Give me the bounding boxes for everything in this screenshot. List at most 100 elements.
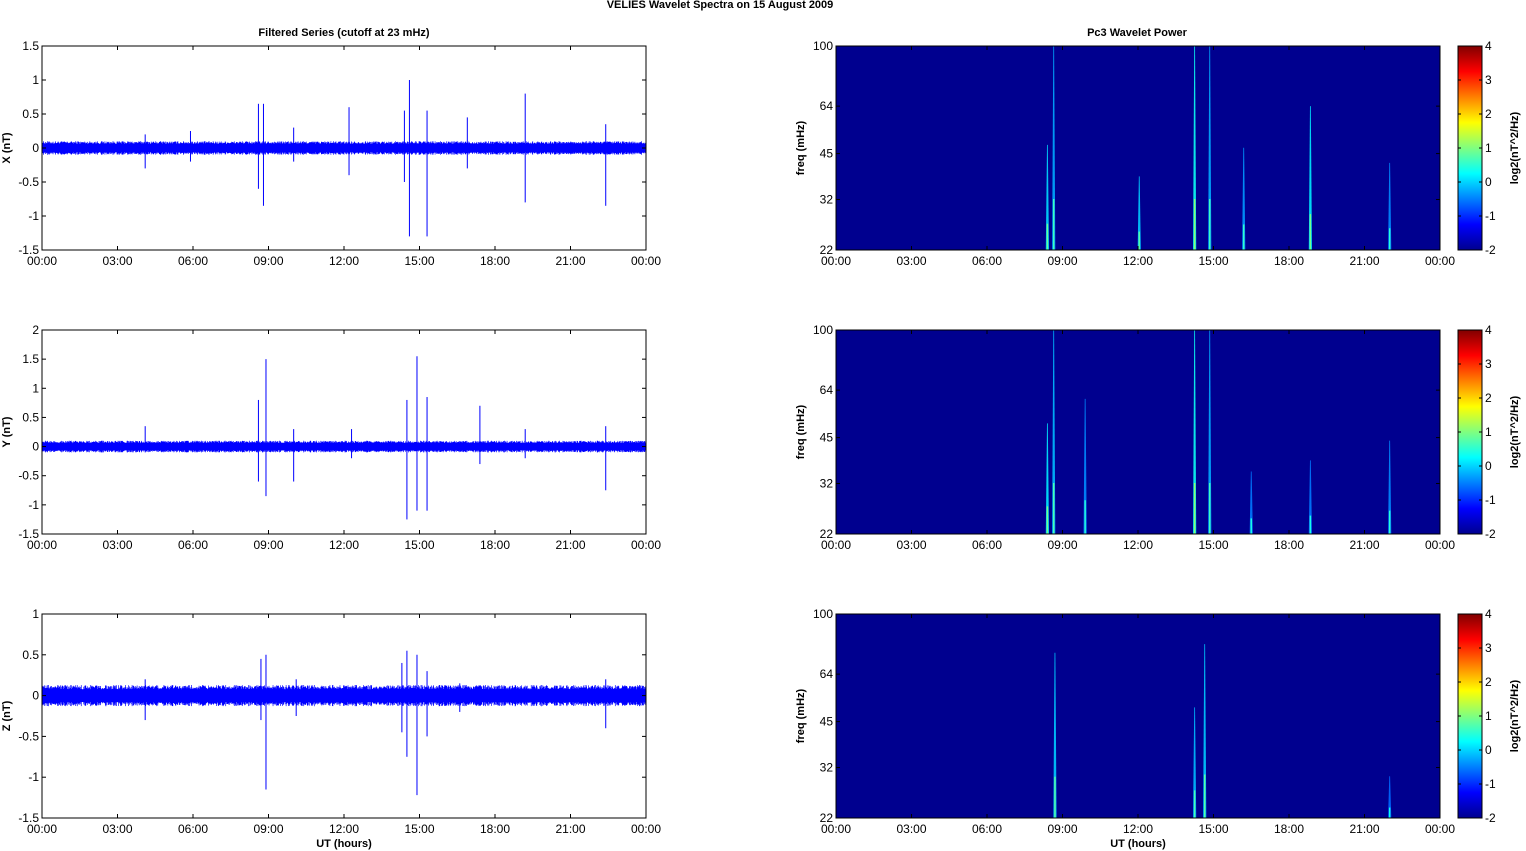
x-tick-label: 21:00 [555, 254, 585, 268]
y-tick-label: 0.5 [22, 107, 39, 121]
power-streak [1053, 652, 1057, 818]
x-tick-label: 00:00 [1425, 254, 1455, 268]
x-tick-label: 06:00 [972, 254, 1002, 268]
colorbar-tick-label: -1 [1485, 493, 1496, 507]
y-axis-label: freq (mHz) [795, 120, 807, 175]
y-tick-label: 32 [820, 477, 834, 491]
y-tick-label: 32 [820, 193, 834, 207]
power-background [836, 330, 1440, 534]
colorbar-tick-label: -2 [1485, 243, 1496, 257]
y-axis-label: X (nT) [1, 132, 13, 163]
power-streak [1052, 46, 1056, 250]
colorbar-tick-label: 3 [1485, 357, 1492, 371]
power-streak [1208, 330, 1212, 534]
x-tick-label: 03:00 [102, 254, 132, 268]
x-tick-label: 15:00 [404, 538, 434, 552]
y-tick-label: 45 [820, 431, 834, 445]
colorbar-tick-label: 2 [1485, 107, 1492, 121]
y-tick-label: 64 [820, 667, 834, 681]
x-axis-label: UT (hours) [316, 838, 372, 850]
y-tick-label: 100 [813, 323, 833, 337]
power-background [836, 614, 1440, 818]
x-tick-label: 06:00 [178, 822, 208, 836]
x-tick-label: 09:00 [1047, 254, 1077, 268]
power-background [836, 46, 1440, 250]
y-tick-label: -1.5 [18, 527, 39, 541]
x-tick-label: 18:00 [1274, 822, 1304, 836]
x-tick-label: 21:00 [1349, 254, 1379, 268]
x-tick-label: 00:00 [821, 538, 851, 552]
power-streak [1193, 46, 1197, 250]
y-tick-label: 64 [820, 383, 834, 397]
y-tick-label: -1 [28, 770, 39, 784]
colorbar-tick-label: 4 [1485, 323, 1492, 337]
x-tick-label: 12:00 [1123, 822, 1153, 836]
y-tick-label: 0.5 [22, 648, 39, 662]
wavelet-panel-3: 22 32 45 64 100 00:00 03:00 06:00 09:00 12:00 15:0… [795, 607, 1455, 850]
power-streak [1045, 144, 1049, 250]
colorbar-tick-label: 3 [1485, 73, 1492, 87]
y-tick-label: 22 [820, 527, 834, 541]
x-tick-label: 18:00 [480, 538, 510, 552]
x-tick-label: 00:00 [27, 822, 57, 836]
colorbar-tick-label: 3 [1485, 641, 1492, 655]
power-streak [1308, 106, 1312, 250]
plot-area [42, 330, 646, 534]
colorbar-label: log2(nT^2/Hz) [1509, 111, 1521, 184]
x-tick-label: 03:00 [102, 822, 132, 836]
x-tick-label: 12:00 [1123, 254, 1153, 268]
x-tick-label: 21:00 [555, 822, 585, 836]
y-tick-label: -1 [28, 498, 39, 512]
y-axis-label: Y (nT) [1, 416, 13, 447]
x-tick-label: 21:00 [1349, 538, 1379, 552]
x-tick-label: 00:00 [1425, 538, 1455, 552]
y-tick-label: 64 [820, 99, 834, 113]
timeseries-panel-x: -1.5 -1 -0.5 0 0.5 1 1.5 00:00 03:00 06:00 09:00 12… [1, 39, 661, 268]
power-streak [1388, 776, 1392, 818]
x-tick-label: 00:00 [631, 254, 661, 268]
wavelet-panel-1: 22 32 45 64 100 00:00 03:00 06:00 09:00 12:00 15:0… [795, 39, 1455, 268]
x-tick-label: 09:00 [1047, 538, 1077, 552]
x-tick-label: 06:00 [972, 538, 1002, 552]
power-streak [1083, 398, 1087, 534]
power-streak [1045, 423, 1049, 534]
colorbar-tick-label: 1 [1485, 425, 1492, 439]
y-tick-label: 0 [32, 689, 39, 703]
x-tick-label: 18:00 [480, 822, 510, 836]
x-tick-label: 00:00 [27, 538, 57, 552]
colorbar-tick-label: 4 [1485, 39, 1492, 53]
x-tick-label: 12:00 [329, 254, 359, 268]
power-streak [1388, 162, 1392, 250]
colorbar-tick-label: 0 [1485, 459, 1492, 473]
timeseries-panel-z: -1.5 -1 -0.5 0 0.5 1 00:00 03:00 06:00 09:00 12:00… [1, 607, 661, 850]
right-column-title: Pc3 Wavelet Power [1087, 27, 1188, 39]
x-tick-label: 06:00 [972, 822, 1002, 836]
y-tick-label: -1.5 [18, 811, 39, 825]
x-tick-label: 00:00 [821, 822, 851, 836]
power-streak [1193, 707, 1197, 818]
power-streak [1137, 176, 1141, 250]
x-tick-label: 09:00 [253, 538, 283, 552]
x-tick-label: 09:00 [1047, 822, 1077, 836]
x-tick-label: 18:00 [1274, 254, 1304, 268]
x-tick-label: 03:00 [102, 538, 132, 552]
y-tick-label: 22 [820, 243, 834, 257]
colorbar-tick-label: -1 [1485, 209, 1496, 223]
left-column-title: Filtered Series (cutoff at 23 mHz) [258, 27, 429, 39]
x-tick-label: 00:00 [821, 254, 851, 268]
x-tick-label: 03:00 [896, 822, 926, 836]
x-tick-label: 09:00 [253, 254, 283, 268]
x-tick-label: 15:00 [404, 254, 434, 268]
power-streak [1308, 460, 1312, 534]
colorbar-gradient [1457, 329, 1483, 535]
x-tick-label: 15:00 [1198, 254, 1228, 268]
x-tick-label: 18:00 [1274, 538, 1304, 552]
x-tick-label: 18:00 [480, 254, 510, 268]
power-streak [1242, 147, 1246, 250]
power-streak [1208, 46, 1212, 250]
y-tick-label: -1.5 [18, 243, 39, 257]
power-streak [1193, 330, 1197, 534]
x-tick-label: 00:00 [631, 822, 661, 836]
colorbar-tick-label: 1 [1485, 141, 1492, 155]
